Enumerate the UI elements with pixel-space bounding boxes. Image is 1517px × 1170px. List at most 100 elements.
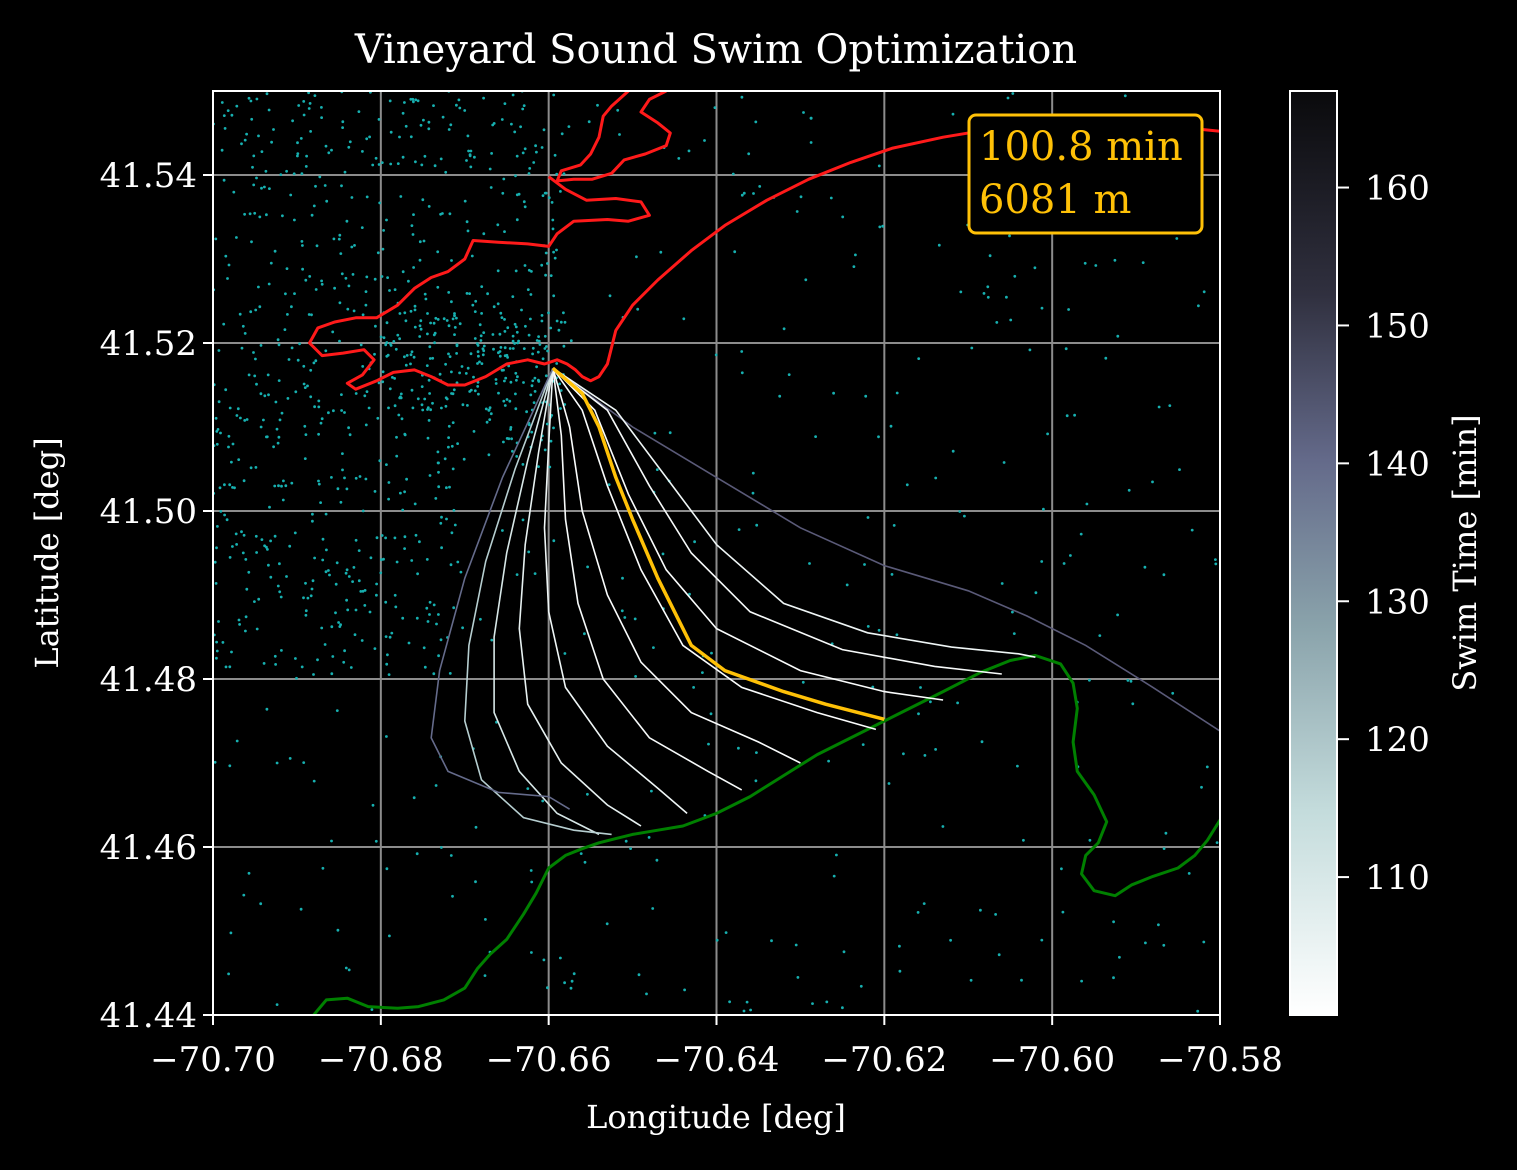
mesh-node: [260, 538, 264, 541]
mesh-node: [340, 409, 343, 412]
mesh-node: [1000, 582, 1004, 585]
mesh-node: [310, 587, 314, 591]
mesh-node: [503, 354, 507, 358]
mesh-node: [313, 94, 317, 97]
mesh-node: [488, 406, 492, 409]
mesh-node: [243, 332, 247, 335]
mesh-node: [1187, 872, 1191, 875]
mesh-node: [245, 418, 249, 421]
mesh-node: [535, 365, 538, 369]
mesh-node: [579, 852, 583, 855]
mesh-node: [514, 325, 518, 329]
mesh-node: [393, 593, 397, 597]
mesh-node: [543, 334, 547, 338]
mesh-node: [509, 380, 513, 384]
mesh-node: [330, 148, 333, 152]
mesh-node: [898, 969, 902, 973]
mesh-node: [425, 606, 429, 610]
mesh-node: [905, 483, 909, 487]
mesh-node: [552, 426, 555, 430]
mesh-node: [330, 839, 333, 843]
mesh-node: [273, 654, 277, 658]
mesh-node: [714, 353, 718, 357]
mesh-node: [527, 268, 531, 272]
mesh-node: [281, 498, 285, 502]
mesh-node: [555, 248, 558, 252]
mesh-node: [687, 149, 691, 153]
mesh-node: [342, 660, 346, 664]
mesh-node: [299, 907, 303, 911]
mesh-node: [890, 573, 894, 576]
mesh-node: [368, 610, 372, 614]
mesh-node: [755, 751, 758, 754]
mesh-node: [1143, 565, 1147, 569]
mesh-node: [388, 289, 391, 292]
mesh-node: [570, 979, 574, 983]
mesh-node: [257, 597, 261, 601]
mesh-node: [740, 95, 744, 99]
mesh-node: [411, 406, 415, 410]
mesh-node: [306, 384, 309, 388]
mesh-node: [351, 273, 355, 276]
mesh-node: [274, 663, 277, 666]
mesh-node: [559, 320, 563, 324]
mesh-node: [959, 290, 963, 294]
mesh-node: [416, 397, 420, 401]
mesh-node: [636, 307, 640, 311]
mesh-node: [1162, 573, 1166, 577]
mesh-node: [281, 214, 284, 218]
mesh-node: [426, 436, 430, 440]
mesh-node: [272, 128, 275, 131]
mesh-node: [707, 742, 710, 746]
mesh-node: [559, 956, 562, 960]
x-tick-label: −70.62: [821, 1040, 947, 1080]
mesh-node: [1175, 237, 1179, 240]
mesh-node: [1069, 554, 1072, 557]
mesh-node: [401, 270, 405, 274]
mesh-node: [350, 196, 354, 199]
mesh-node: [361, 589, 365, 593]
mesh-node: [321, 558, 325, 562]
mesh-node: [297, 104, 301, 107]
mesh-node: [455, 316, 458, 320]
mesh-node: [445, 517, 448, 521]
mesh-node: [254, 534, 258, 538]
mesh-node: [404, 363, 408, 367]
mesh-node: [450, 259, 453, 262]
mesh-node: [492, 122, 496, 125]
mesh-node: [1144, 941, 1147, 945]
mesh-node: [929, 700, 932, 704]
mesh-node: [387, 481, 391, 484]
mesh-node: [555, 319, 559, 323]
mesh-node: [313, 405, 316, 409]
mesh-node: [241, 324, 245, 328]
mesh-node: [335, 709, 339, 712]
mesh-node: [544, 374, 548, 378]
mesh-node: [917, 712, 920, 716]
mesh-node: [226, 109, 230, 112]
mesh-node: [422, 118, 425, 122]
mesh-node: [428, 600, 432, 604]
mesh-node: [488, 167, 492, 171]
mesh-node: [334, 611, 337, 615]
mesh-node: [255, 627, 259, 631]
mesh-node: [435, 622, 438, 626]
mesh-node: [420, 385, 424, 388]
mesh-node: [513, 322, 517, 326]
mesh-node: [414, 98, 418, 102]
mesh-node: [262, 418, 265, 422]
mesh-node: [450, 531, 454, 535]
mesh-node: [482, 349, 486, 353]
mesh-node: [484, 407, 488, 411]
mesh-node: [374, 839, 378, 843]
mesh-node: [228, 556, 232, 559]
mesh-node: [520, 308, 523, 312]
mesh-node: [300, 172, 304, 176]
mesh-node: [238, 312, 242, 316]
mesh-node: [537, 465, 540, 468]
mesh-node: [222, 322, 226, 326]
mesh-node: [508, 399, 512, 403]
mesh-node: [1062, 562, 1066, 565]
mesh-node: [508, 347, 512, 350]
mesh-node: [230, 650, 233, 654]
